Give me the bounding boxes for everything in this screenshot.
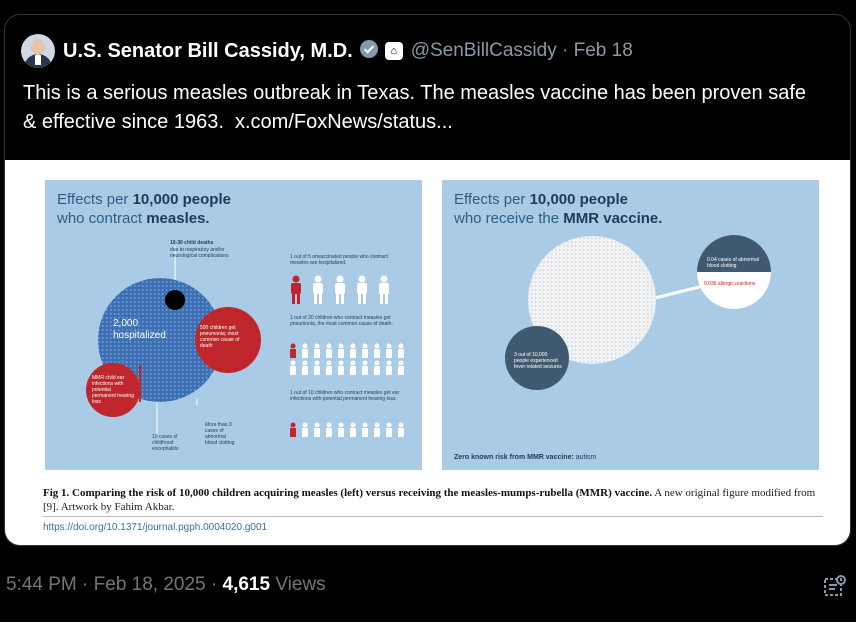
tweet-text: This is a serious measles outbreak in Te… [23,82,807,133]
allergic-label: 0.036 allergic reactions [704,281,756,287]
vaccine-panel-title: Effects per 10,000 people who receive th… [454,191,663,227]
clotting-label: More than 3 cases of abnormal blood clot… [205,422,235,446]
stat-hearing: 1 out of 10 children who contract measle… [290,390,400,402]
grok-analysis-icon[interactable] [822,574,848,605]
tweet-link[interactable]: x.com/FoxNews/status... [235,111,453,133]
tweet-header: U.S. Senator Bill Cassidy, M.D. ⌂ @SenBi… [21,33,633,69]
people-row-1 [288,275,398,305]
doi-link[interactable]: https://doi.org/10.1371/journal.pgph.000… [43,522,268,533]
tweet-timestamp[interactable]: 5:44 PM · Feb 18, 2025 · [6,574,223,595]
people-row-2 [288,343,408,377]
tweet-footer: 5:44 PM · Feb 18, 2025 · 4,615 Views [6,574,326,596]
deaths-label: 10-30 child deaths [170,240,214,246]
views-count: 4,615 [222,574,271,595]
tweet-card[interactable]: U.S. Senator Bill Cassidy, M.D. ⌂ @SenBi… [4,14,851,546]
tweet-media-image[interactable]: Effects per 10,000 people who contract m… [5,160,850,545]
avatar[interactable] [21,34,55,68]
measles-panel: Effects per 10,000 people who contract m… [45,180,422,470]
encephalitis-label: 10 cases of childhood encephalitis [152,434,179,452]
author-handle[interactable]: @SenBillCassidy · Feb 18 [410,40,633,61]
pneumonia-label: 500 children get pneumonia; most common … [200,325,240,349]
fever-seizure-label: 3 out of 10,000 people experienced fever… [514,352,562,370]
deaths-sub: due to respiratory and/or neurological c… [170,247,229,259]
hospitalized-label: 2,000 hospitalized [113,318,166,341]
zero-risk-note: Zero known risk from MMR vaccine: autism [454,454,597,461]
vaccine-bubble-graphic [505,235,771,390]
hearing-label: MMR child ear infections with potential … [92,375,134,405]
tweet-date[interactable]: Feb 18 [573,40,633,61]
caption-divider [43,516,823,517]
people-row-3 [288,422,408,438]
verified-badge-icon [359,39,379,64]
vaccine-clotting-label: 0.04 cases of abnormal blood clotting [707,257,759,269]
measles-panel-title: Effects per 10,000 people who contract m… [57,191,231,227]
stat-hospitalized: 1 out of 5 unvaccinated people who contr… [290,254,388,266]
measles-bubble-graphic [86,246,261,435]
vaccine-panel: Effects per 10,000 people who receive th… [442,180,819,470]
government-affiliation-icon: ⌂ [384,42,403,60]
stat-pneumonia: 1 out of 20 children who contract measle… [290,315,393,327]
figure-caption: Fig 1. Comparing the risk of 10,000 chil… [43,487,816,513]
author-name[interactable]: U.S. Senator Bill Cassidy, M.D. [63,39,353,62]
views-label: Views [270,574,326,595]
